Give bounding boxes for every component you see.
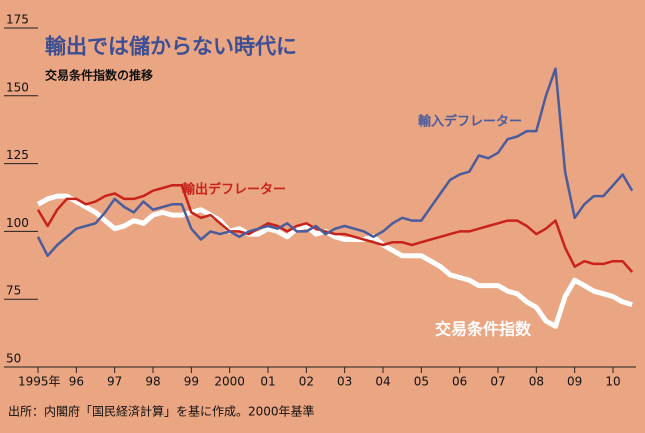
x-tick-label: 04 (375, 375, 390, 389)
x-tick-label: 09 (567, 375, 582, 389)
series-label: 輸入デフレーター (418, 114, 522, 130)
y-tick-label: 150 (6, 80, 29, 94)
x-tick-label: 06 (452, 375, 467, 389)
x-tick-label: 03 (337, 375, 352, 389)
y-tick-label: 50 (6, 352, 21, 366)
y-tick-label: 100 (6, 216, 29, 230)
x-tick-label: 08 (529, 375, 544, 389)
series-label: 輸出デフレーター (182, 182, 286, 198)
series-label: 交易条件指数 (435, 320, 532, 339)
series-line (36, 67, 634, 258)
source-note: 出所：内閣府「国民経済計算」を基に作成。2000年基準 (8, 404, 315, 419)
x-tick-label: 97 (107, 375, 122, 389)
x-tick-label: 02 (299, 375, 314, 389)
chart-subtitle: 交易条件指数の推移 (45, 68, 153, 83)
x-tick-label: 10 (605, 375, 620, 389)
series-line (36, 184, 634, 273)
x-tick-label: 98 (145, 375, 160, 389)
x-tick-label: 2000 (214, 375, 245, 389)
chart-title: 輸出では儲からない時代に (45, 34, 297, 59)
series-line (36, 193, 633, 329)
x-tick-label: 05 (414, 375, 429, 389)
x-tick-label: 07 (490, 375, 505, 389)
y-tick-label: 125 (6, 148, 29, 162)
y-tick-label: 175 (6, 13, 29, 27)
x-tick-label: 1995年 (18, 375, 61, 389)
y-tick-label: 75 (6, 284, 21, 298)
x-tick-label: 99 (184, 375, 199, 389)
x-tick-label: 96 (69, 375, 84, 389)
x-tick-label: 01 (260, 375, 275, 389)
